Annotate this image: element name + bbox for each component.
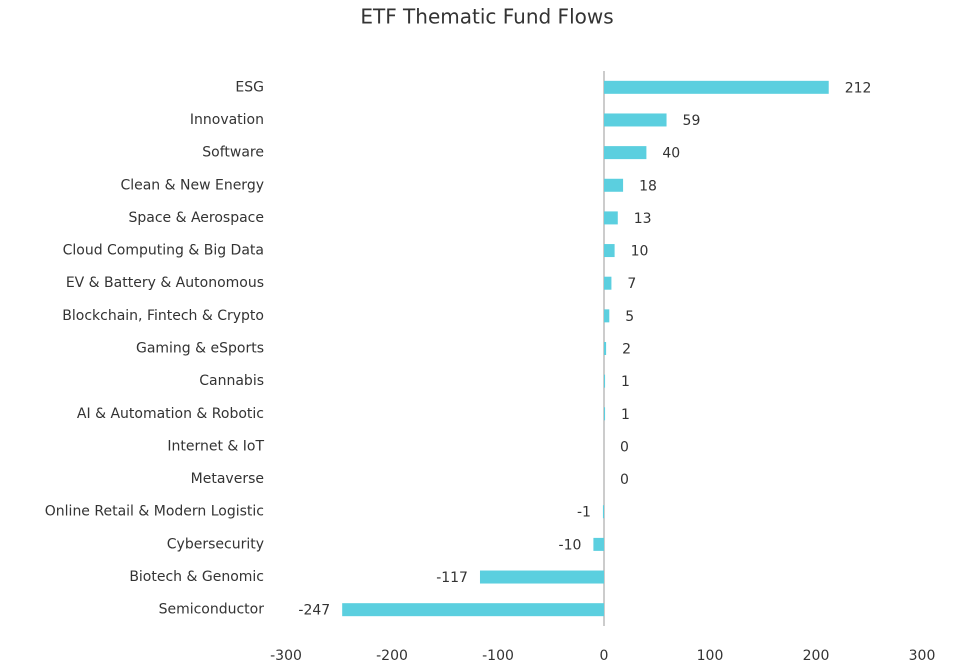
data-label: 40 xyxy=(662,146,680,162)
y-tick-label: Gaming & eSports xyxy=(136,341,264,357)
bar xyxy=(604,309,610,323)
y-tick-label: Metaverse xyxy=(191,471,264,487)
data-label: 5 xyxy=(625,309,634,325)
y-tick-label: Semiconductor xyxy=(159,602,265,618)
x-tick-label: 100 xyxy=(697,648,724,664)
x-tick-label: 0 xyxy=(600,648,609,664)
x-tick-label: -200 xyxy=(376,648,408,664)
data-label: 0 xyxy=(620,439,629,455)
y-tick-label: Innovation xyxy=(190,112,264,128)
bar xyxy=(593,537,604,551)
data-label: 10 xyxy=(631,244,649,260)
data-label: -117 xyxy=(436,570,468,586)
y-tick-label: Cybersecurity xyxy=(167,536,264,552)
data-label: 212 xyxy=(845,80,872,96)
data-label: 1 xyxy=(621,374,630,390)
bar xyxy=(604,276,612,290)
bar xyxy=(604,146,647,160)
bar xyxy=(604,211,618,225)
y-tick-label: Online Retail & Modern Logistic xyxy=(45,504,264,520)
x-tick-label: -100 xyxy=(482,648,514,664)
data-label: 0 xyxy=(620,472,629,488)
data-label: 59 xyxy=(683,113,701,129)
y-tick-label: Internet & IoT xyxy=(167,438,264,454)
data-label: 18 xyxy=(639,178,657,194)
y-tick-label: Blockchain, Fintech & Crypto xyxy=(62,308,264,324)
bar xyxy=(604,80,829,94)
y-tick-label: Cannabis xyxy=(199,373,264,389)
y-tick-label: EV & Battery & Autonomous xyxy=(66,275,264,291)
data-label: -1 xyxy=(577,505,591,521)
y-tick-label: Biotech & Genomic xyxy=(129,569,264,585)
y-tick-label: Clean & New Energy xyxy=(120,177,264,193)
x-tick-label: 300 xyxy=(909,648,936,664)
y-tick-label: ESG xyxy=(235,79,264,95)
bar xyxy=(604,178,624,192)
bar xyxy=(342,603,604,617)
x-tick-label: -300 xyxy=(270,648,302,664)
bar xyxy=(479,570,604,584)
bar xyxy=(604,244,615,258)
bar xyxy=(602,505,604,519)
chart-title: ETF Thematic Fund Flows xyxy=(360,5,613,29)
data-label: -247 xyxy=(298,603,330,619)
data-label: -10 xyxy=(559,537,582,553)
data-label: 2 xyxy=(622,342,631,358)
x-tick-label: 200 xyxy=(803,648,830,664)
bar xyxy=(604,374,606,388)
y-tick-label: Space & Aerospace xyxy=(128,210,264,226)
bar xyxy=(604,113,667,127)
data-label: 1 xyxy=(621,407,630,423)
y-tick-label: Cloud Computing & Big Data xyxy=(63,243,264,259)
y-tick-label: Software xyxy=(202,145,264,161)
y-tick-label: AI & Automation & Robotic xyxy=(77,406,264,422)
data-label: 13 xyxy=(634,211,652,227)
data-label: 7 xyxy=(627,276,636,292)
bar xyxy=(604,342,607,355)
bar xyxy=(604,407,606,421)
